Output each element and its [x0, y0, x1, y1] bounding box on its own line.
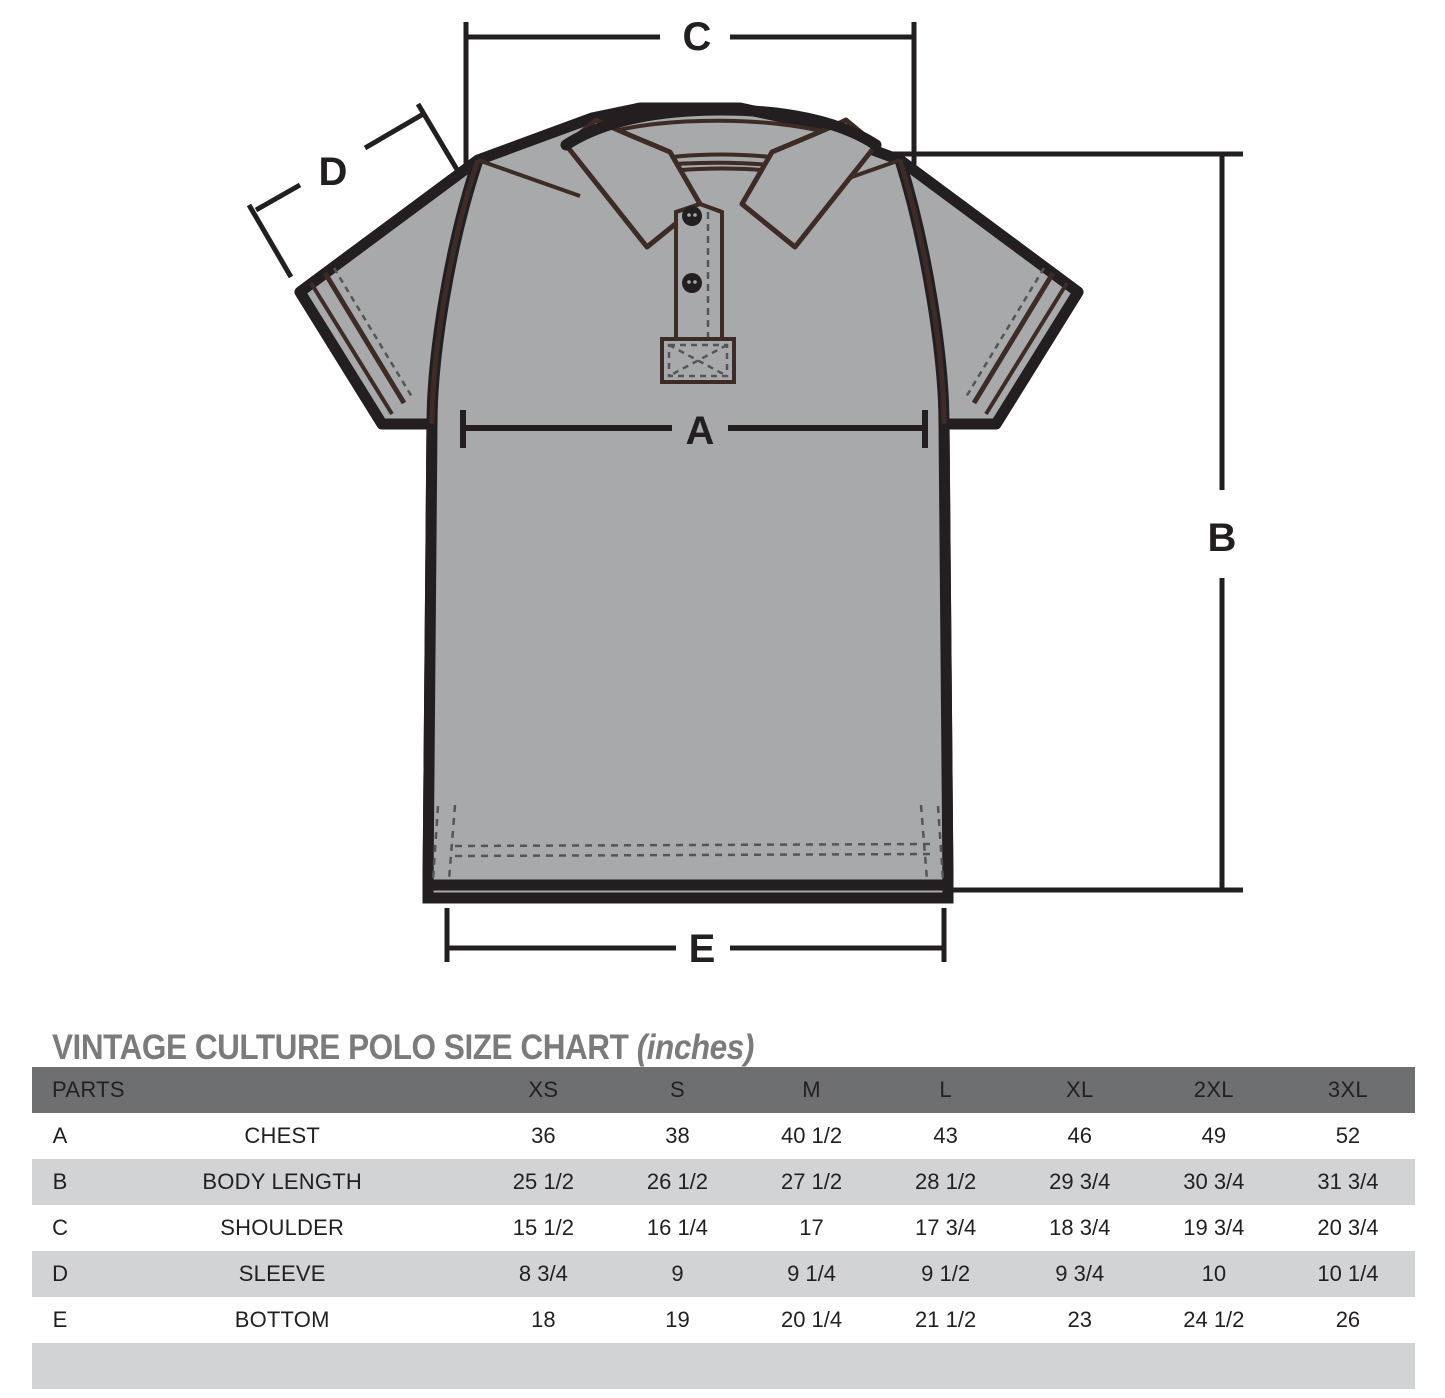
cell-shoulder-l: 17 3/4	[915, 1215, 977, 1240]
row-code-d: D	[52, 1261, 68, 1286]
cell-body-length-s: 26 1/2	[646, 1169, 709, 1194]
cell-body-length-l: 28 1/2	[915, 1169, 977, 1194]
dimension-label-b: B	[1208, 516, 1237, 560]
button-bottom	[682, 273, 702, 293]
right-armhole-seam	[897, 159, 947, 425]
size-chart-section: VINTAGE CULTURE POLO SIZE CHART (inches)…	[0, 1010, 1445, 1398]
cell-chest-s: 38	[665, 1123, 690, 1148]
row-code-e: E	[52, 1307, 68, 1332]
row-part-shoulder: SHOULDER	[220, 1215, 345, 1240]
cell-chest-m: 40 1/2	[780, 1123, 843, 1148]
cell-shoulder-xs: 15 1/2	[512, 1215, 574, 1240]
cell-body-length-xs: 25 1/2	[512, 1169, 574, 1194]
chart-title-units: (inches)	[636, 1028, 755, 1067]
header-row: PARTS XS S M L XL 2XL 3XL	[32, 1067, 1415, 1113]
dimension-label-a: A	[686, 409, 715, 453]
cell-body-length-2xl: 30 3/4	[1183, 1169, 1245, 1194]
column-header-3xl: 3XL	[1327, 1077, 1368, 1102]
column-header-xs: XS	[528, 1077, 559, 1102]
cell-shoulder-2xl: 19 3/4	[1183, 1215, 1245, 1240]
row-code-a: A	[52, 1123, 68, 1148]
cell-shoulder-m: 17	[799, 1215, 824, 1240]
shirt-torso	[428, 424, 948, 885]
cell-body-length-3xl: 31 3/4	[1317, 1169, 1379, 1194]
dimension-line-b	[852, 151, 1243, 893]
cell-bottom-3xl: 26	[1335, 1307, 1361, 1332]
right-sleeve-cuff	[964, 267, 1069, 416]
table-row: D SLEEVE 8 3/4 9 9 1/4 9 1/2 9 3/4 10 10…	[32, 1251, 1415, 1297]
polo-shirt-diagram: C D A B E	[246, 15, 1243, 971]
column-header-s: S	[669, 1077, 685, 1102]
column-header-2xl: 2XL	[1193, 1077, 1234, 1102]
cell-bottom-l: 21 1/2	[915, 1307, 977, 1332]
cell-bottom-s: 19	[665, 1307, 690, 1332]
cell-shoulder-3xl: 20 3/4	[1317, 1215, 1379, 1240]
shirt-bottom-hem	[422, 879, 954, 904]
footer-strip-cell	[32, 1343, 1415, 1389]
dimension-line-a	[460, 410, 928, 448]
dimension-label-c: C	[683, 15, 712, 59]
cell-body-length-xl: 29 3/4	[1049, 1169, 1111, 1194]
table-footer-strip	[32, 1343, 1415, 1389]
collar-top-edge	[560, 104, 882, 151]
chart-title: VINTAGE CULTURE POLO SIZE CHART (inches)	[52, 1028, 754, 1068]
table-row: E BOTTOM 18 19 20 1/4 21 1/2 23 24 1/2 2…	[32, 1297, 1415, 1343]
cell-sleeve-2xl: 10	[1201, 1261, 1227, 1286]
row-part-bottom: BOTTOM	[234, 1307, 330, 1332]
row-code-c: C	[52, 1215, 68, 1240]
placket-buttons	[682, 206, 702, 293]
dimension-line-e	[444, 908, 947, 962]
cell-sleeve-s: 9	[671, 1261, 684, 1286]
column-header-m: M	[802, 1077, 821, 1102]
row-part-chest: CHEST	[244, 1123, 320, 1148]
dimension-line-d	[246, 102, 465, 279]
placket	[674, 201, 724, 342]
column-header-l: L	[939, 1077, 952, 1102]
dimension-line-c	[463, 22, 917, 172]
row-part-sleeve: SLEEVE	[238, 1261, 326, 1286]
cell-bottom-2xl: 24 1/2	[1183, 1307, 1245, 1332]
size-chart-table: PARTS XS S M L XL 2XL 3XL A CHEST 36 38 …	[32, 1067, 1415, 1389]
table-row: C SHOULDER 15 1/2 16 1/4 17 17 3/4 18 3/…	[32, 1205, 1415, 1251]
cell-shoulder-xl: 18 3/4	[1049, 1215, 1111, 1240]
left-sleeve-cuff	[309, 267, 414, 416]
cell-sleeve-3xl: 10 1/4	[1317, 1261, 1379, 1286]
cell-sleeve-m: 9 1/4	[787, 1261, 837, 1286]
dimension-label-e: E	[689, 927, 716, 971]
cell-sleeve-l: 9 1/2	[921, 1261, 971, 1286]
row-code-b: B	[52, 1169, 68, 1194]
table-body: A CHEST 36 38 40 1/2 43 46 49 52 B BODY …	[32, 1113, 1415, 1343]
cell-sleeve-xs: 8 3/4	[518, 1261, 568, 1286]
cell-sleeve-xl: 9 3/4	[1055, 1261, 1105, 1286]
cell-shoulder-s: 16 1/4	[646, 1215, 709, 1240]
table-row: A CHEST 36 38 40 1/2 43 46 49 52	[32, 1113, 1415, 1159]
table-header: PARTS XS S M L XL 2XL 3XL	[32, 1067, 1415, 1113]
column-header-parts: PARTS	[52, 1077, 125, 1102]
cell-chest-xs: 36	[531, 1123, 556, 1148]
row-part-body-length: BODY LENGTH	[202, 1169, 362, 1194]
cell-bottom-m: 20 1/4	[780, 1307, 843, 1332]
chart-title-main: VINTAGE CULTURE POLO SIZE CHART	[52, 1028, 637, 1067]
dimension-label-d: D	[319, 150, 348, 194]
cell-bottom-xl: 23	[1067, 1307, 1092, 1332]
left-armhole-seam	[429, 159, 481, 425]
shirt-side-seams	[422, 418, 954, 891]
cell-bottom-xs: 18	[531, 1307, 556, 1332]
cell-chest-3xl: 52	[1335, 1123, 1361, 1148]
cell-chest-xl: 46	[1067, 1123, 1092, 1148]
table-row: B BODY LENGTH 25 1/2 26 1/2 27 1/2 28 1/…	[32, 1159, 1415, 1205]
button-top	[682, 206, 702, 226]
hem-stitch-lines	[454, 842, 931, 858]
cell-body-length-m: 27 1/2	[780, 1169, 843, 1194]
cell-chest-l: 43	[933, 1123, 958, 1148]
table-footer	[32, 1343, 1415, 1389]
column-header-xl: XL	[1065, 1077, 1094, 1102]
placket-box-tack	[660, 337, 736, 384]
cell-chest-2xl: 49	[1201, 1123, 1227, 1148]
